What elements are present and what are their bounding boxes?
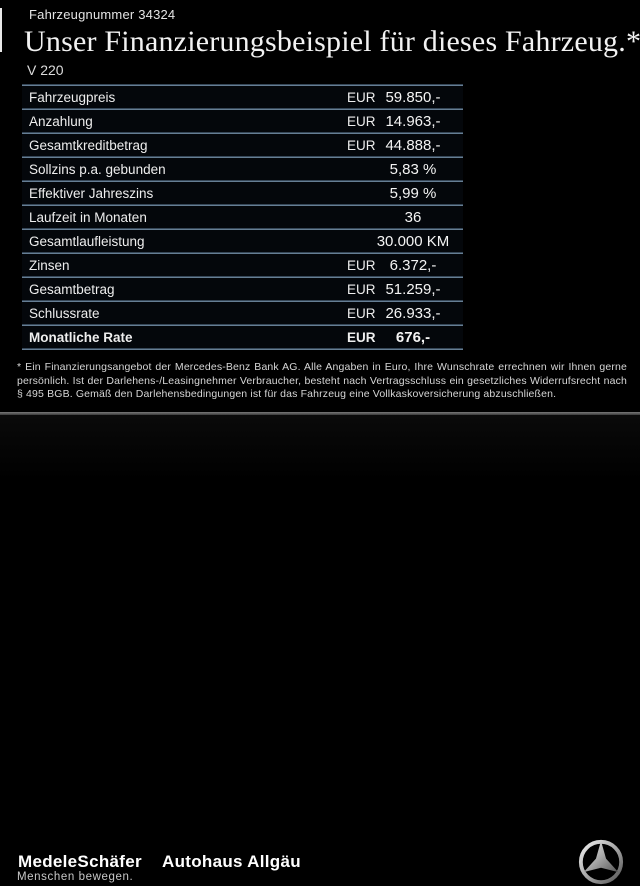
row-label: Zinsen [29,257,70,273]
row-label: Laufzeit in Monaten [29,209,147,225]
page-title: Unser Finanzierungsbeispiel für dieses F… [24,25,640,58]
row-value: 30.000 KM [376,232,450,250]
dealer-logo: MedeleSchäfer [18,852,142,871]
row-value: 6.372,- [389,256,437,274]
row-label: Gesamtbetrag [29,281,115,297]
dealer-name: Autohaus Allgäu [162,852,301,871]
table-divider [22,276,463,278]
model-name: V 220 [27,62,64,78]
vehicle-number: Fahrzeugnummer 34324 [29,7,176,22]
row-label: Fahrzeugpreis [29,89,116,105]
footer: MedeleSchäfer Autohaus Allgäu Menschen b… [0,415,640,885]
row-currency: EUR [347,329,376,345]
row-value: 26.933,- [385,304,441,322]
legal-footnote: * Ein Finanzierungsangebot der Mercedes-… [17,361,627,400]
table-divider [22,108,463,110]
row-label: Anzahlung [29,113,93,129]
table-row: Sollzins p.a. gebunden 5,83 % [22,158,463,180]
row-label: Gesamtkreditbetrag [29,137,148,153]
row-currency: EUR [347,305,376,321]
table-row: Laufzeit in Monaten 36 [22,206,463,228]
financing-table: Fahrzeugpreis EUR 59.850,- Anzahlung EUR 14.9… [22,84,463,350]
table-divider [22,324,463,326]
table-row: Monatliche Rate EUR 676,- [22,326,463,348]
table-row: Fahrzeugpreis EUR 59.850,- [22,86,463,108]
table-divider [22,156,463,158]
row-value: 59.850,- [385,88,441,106]
table-divider [22,300,463,302]
table-row: Effektiver Jahreszins 5,99 % [22,182,463,204]
table-row: Anzahlung EUR 14.963,- [22,110,463,132]
row-label: Sollzins p.a. gebunden [29,161,166,177]
table-row: Zinsen EUR 6.372,- [22,254,463,276]
row-label: Gesamtlaufleistung [29,233,145,249]
row-value: 5,83 % [389,160,437,178]
row-value: 44.888,- [385,136,441,154]
table-row: Gesamtkreditbetrag EUR 44.888,- [22,134,463,156]
table-divider [22,180,463,182]
row-currency: EUR [347,137,376,153]
row-label: Monatliche Rate [29,329,133,345]
table-divider [22,132,463,134]
row-label: Schlussrate [29,305,100,321]
row-value: 5,99 % [389,184,437,202]
footer-divider [0,412,640,415]
row-value: 14.963,- [385,112,441,130]
table-row: Gesamtbetrag EUR 51.259,- [22,278,463,300]
table-divider [22,252,463,254]
row-value: 36 [404,208,422,226]
table-divider [22,204,463,206]
mercedes-star-icon [578,839,624,885]
row-currency: EUR [347,113,376,129]
row-label: Effektiver Jahreszins [29,185,154,201]
row-currency: EUR [347,257,376,273]
left-edge-artifact [0,8,2,52]
table-divider [22,348,463,350]
row-currency: EUR [347,281,376,297]
row-value: 676,- [395,328,431,346]
table-divider [22,84,463,86]
dealer-slogan: Menschen bewegen. [17,871,134,883]
row-currency: EUR [347,89,376,105]
table-row: Schlussrate EUR 26.933,- [22,302,463,324]
table-divider [22,228,463,230]
financing-page: { "header": { "vehicle_number": "Fahrzeu… [0,7,640,885]
table-row: Gesamtlaufleistung 30.000 KM [22,230,463,252]
row-value: 51.259,- [385,280,441,298]
